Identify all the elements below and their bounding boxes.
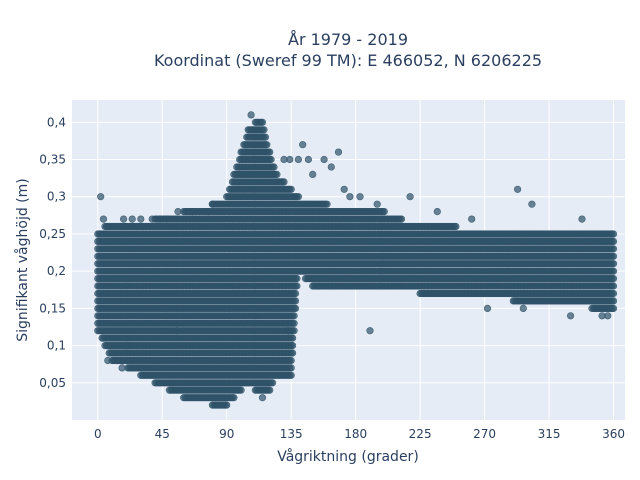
data-point <box>270 163 278 171</box>
data-point <box>380 208 388 216</box>
data-point <box>290 319 298 327</box>
data-point <box>397 215 406 223</box>
chart-title: År 1979 - 2019 <box>288 30 408 49</box>
data-point <box>237 386 245 394</box>
data-point <box>291 289 300 298</box>
data-point <box>289 334 297 342</box>
data-point <box>289 349 297 357</box>
data-point <box>287 371 295 379</box>
data-points <box>94 111 618 409</box>
data-point <box>273 170 281 178</box>
data-point <box>261 133 270 141</box>
data-point <box>290 312 298 320</box>
data-point <box>266 386 274 394</box>
data-point <box>291 297 300 305</box>
data-point <box>293 275 301 283</box>
data-point <box>287 185 295 193</box>
data-point <box>223 401 231 409</box>
data-point <box>323 200 331 208</box>
data-point <box>287 356 295 365</box>
data-point <box>289 342 297 350</box>
data-point <box>280 178 288 186</box>
data-point <box>452 222 460 231</box>
data-point <box>291 304 300 313</box>
data-point <box>230 394 238 402</box>
data-point <box>258 118 267 126</box>
data-point <box>267 155 275 164</box>
data-point <box>287 364 295 372</box>
data-point <box>263 141 271 149</box>
chart-subtitle: Koordinat (Sweref 99 TM): E 466052, N 62… <box>154 51 542 70</box>
data-point <box>260 126 268 134</box>
data-point <box>293 282 301 290</box>
data-point <box>258 394 267 402</box>
data-point <box>269 379 277 387</box>
data-point <box>266 148 274 156</box>
data-point <box>294 193 303 201</box>
